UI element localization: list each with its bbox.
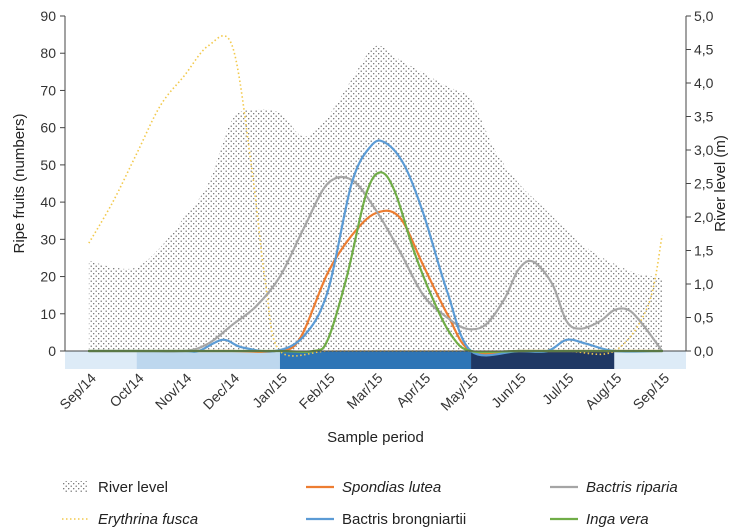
season-bar-segment-0: [65, 351, 137, 369]
x-tick-label: Jan/15: [249, 370, 290, 411]
x-tick-label: Mar/15: [343, 370, 385, 412]
y2-tick-label: 0,0: [694, 343, 714, 359]
y-tick-label: 90: [40, 8, 56, 24]
legend-label: Erythrina fusca: [98, 511, 198, 528]
y-tick-label: 10: [40, 306, 56, 322]
y-tick-label: 30: [40, 231, 56, 247]
legend: River level Spondias lutea Bactris riparia…: [62, 479, 678, 528]
y-tick-label: 50: [40, 157, 56, 173]
y2-tick-label: 5,0: [694, 8, 714, 24]
legend-label: Bactris riparia: [586, 479, 678, 496]
series-line-0: [88, 34, 663, 357]
y2-tick-label: 1,0: [694, 276, 714, 292]
x-axis-title: Sample period: [327, 429, 424, 446]
season-bar-segment-2: [279, 351, 472, 369]
y-tick-label: 0: [48, 343, 56, 359]
x-tick-label: Sep/14: [56, 370, 99, 413]
x-tick-label: Jun/15: [488, 370, 529, 411]
legend-label: Bactris brongniartii: [342, 511, 466, 528]
x-tick-label: May/15: [437, 370, 481, 414]
legend-label: Inga vera: [586, 511, 649, 528]
x-tick-label: Jul/15: [539, 370, 577, 408]
x-tick-label: Apr/15: [393, 370, 434, 411]
x-tick-label: Dec/14: [200, 370, 243, 413]
y2-tick-label: 0,5: [694, 310, 714, 326]
y-tick-label: 40: [40, 194, 56, 210]
legend-label: Spondias lutea: [342, 479, 441, 496]
river-level-area-layer: [88, 45, 663, 351]
season-bar-segment-1: [136, 351, 280, 369]
series-line-3: [87, 139, 664, 357]
y2-tick-label: 4,5: [694, 42, 714, 58]
y-axis-title: Ripe fruits (numbers): [11, 113, 28, 253]
y2-tick-label: 2,0: [694, 209, 714, 225]
legend-swatch-river-level: [62, 481, 88, 493]
x-tick-label: Oct/14: [106, 370, 147, 411]
x-tick-label: Nov/14: [152, 370, 195, 413]
y-tick-label: 20: [40, 269, 56, 285]
x-tick-label: Aug/15: [582, 370, 625, 413]
y2-axis-title: River level (m): [712, 135, 729, 232]
y-tick-label: 70: [40, 82, 56, 98]
river-level-area: [88, 45, 663, 351]
legend-label: River level: [98, 479, 168, 496]
y-tick-label: 60: [40, 120, 56, 136]
series-line-2: [87, 175, 664, 353]
y2-tick-label: 3,5: [694, 109, 714, 125]
y2-tick-label: 2,5: [694, 176, 714, 192]
x-tick-label: Feb/15: [296, 370, 338, 412]
season-bar-segment-4: [614, 351, 686, 369]
y2-tick-label: 3,0: [694, 142, 714, 158]
season-bar: [65, 351, 686, 369]
y2-tick-label: 4,0: [694, 75, 714, 91]
y2-tick-label: 1,5: [694, 243, 714, 259]
y-tick-label: 80: [40, 45, 56, 61]
season-bar-segment-3: [471, 351, 615, 369]
x-tick-label: Sep/15: [630, 370, 673, 413]
